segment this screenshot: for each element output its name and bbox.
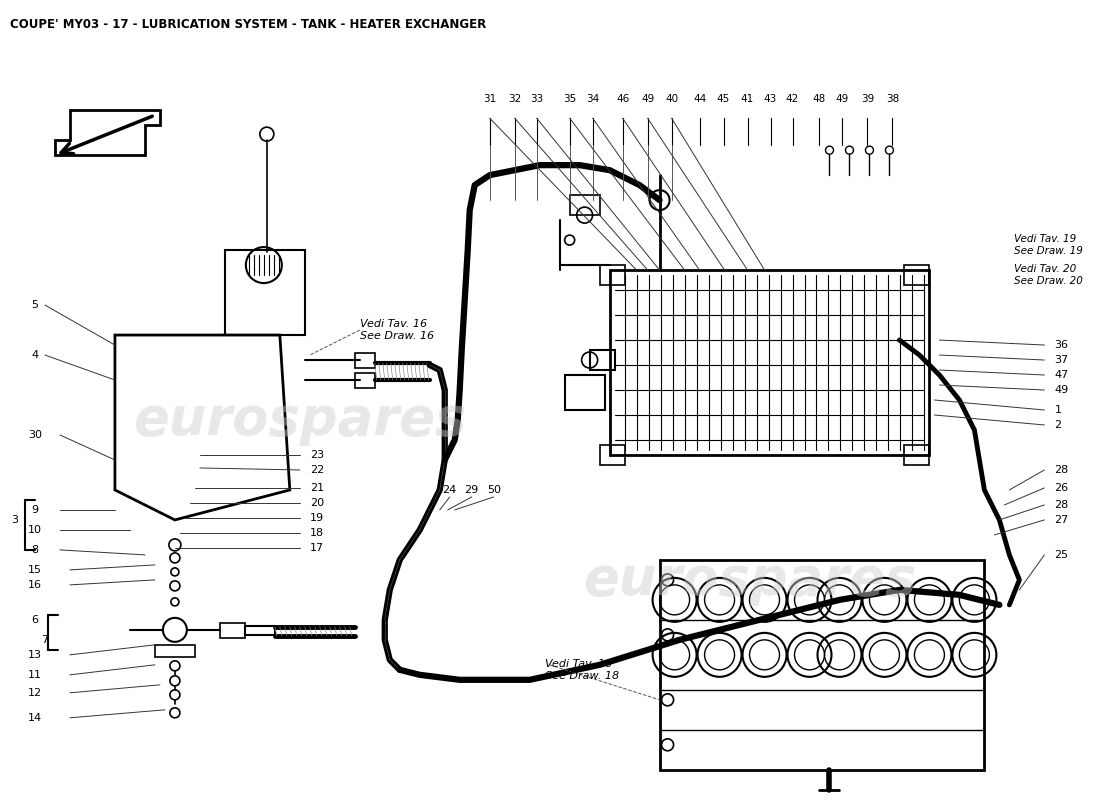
Text: 10: 10 [28, 525, 42, 535]
Bar [224, 250, 305, 335]
Text: 49: 49 [641, 94, 654, 104]
Bar [904, 445, 930, 465]
Text: 7: 7 [42, 635, 48, 645]
Text: 24: 24 [442, 485, 456, 495]
Text: 16: 16 [28, 580, 42, 590]
Text: 45: 45 [717, 94, 730, 104]
Text: eurospares: eurospares [133, 394, 466, 446]
Text: 15: 15 [28, 565, 42, 575]
Text: 34: 34 [586, 94, 600, 104]
Text: 13: 13 [28, 650, 42, 660]
Text: 20: 20 [310, 498, 323, 508]
Text: Vedi Tav. 20
See Draw. 20: Vedi Tav. 20 See Draw. 20 [1014, 264, 1084, 286]
Text: 48: 48 [813, 94, 826, 104]
Bar [155, 645, 195, 657]
Text: 21: 21 [310, 483, 323, 493]
Bar [245, 626, 275, 635]
Polygon shape [55, 110, 160, 155]
Text: 2: 2 [1055, 420, 1061, 430]
Text: 31: 31 [483, 94, 496, 104]
Text: 17: 17 [310, 543, 323, 553]
Text: Vedi Tav. 19
See Draw. 19: Vedi Tav. 19 See Draw. 19 [1014, 234, 1084, 256]
Text: 9: 9 [32, 505, 39, 515]
Bar [609, 270, 930, 455]
Text: 25: 25 [1055, 550, 1068, 560]
Text: 44: 44 [693, 94, 706, 104]
Text: 26: 26 [1055, 483, 1068, 493]
Bar [220, 623, 245, 638]
Bar [600, 265, 625, 285]
Text: 38: 38 [886, 94, 899, 104]
Text: eurospares: eurospares [583, 554, 916, 606]
Bar [570, 195, 600, 215]
Text: Vedi Tav. 16
See Draw. 16: Vedi Tav. 16 See Draw. 16 [360, 319, 433, 341]
Text: 36: 36 [1055, 340, 1068, 350]
Text: 23: 23 [310, 450, 323, 460]
Text: 49: 49 [836, 94, 849, 104]
Text: 19: 19 [310, 513, 323, 523]
Text: 49: 49 [1055, 385, 1068, 395]
Text: COUPE' MY03 - 17 - LUBRICATION SYSTEM - TANK - HEATER EXCHANGER: COUPE' MY03 - 17 - LUBRICATION SYSTEM - … [10, 18, 486, 31]
Text: Vedi Tav. 18
See Draw. 18: Vedi Tav. 18 See Draw. 18 [544, 659, 619, 681]
Text: 28: 28 [1055, 465, 1068, 475]
Text: 14: 14 [28, 713, 42, 723]
Bar [590, 350, 615, 370]
Text: 46: 46 [616, 94, 629, 104]
Text: 43: 43 [763, 94, 778, 104]
Text: 3: 3 [11, 515, 19, 525]
Text: 1: 1 [1055, 405, 1061, 415]
Bar [600, 445, 625, 465]
Text: 5: 5 [32, 300, 39, 310]
Text: 39: 39 [861, 94, 875, 104]
Bar [355, 373, 375, 388]
Bar [564, 375, 605, 410]
Text: 8: 8 [32, 545, 39, 555]
Text: 6: 6 [32, 615, 39, 625]
Text: 30: 30 [28, 430, 42, 440]
Text: 22: 22 [310, 465, 324, 475]
Text: 40: 40 [666, 94, 679, 104]
Text: 47: 47 [1055, 370, 1068, 380]
Text: 37: 37 [1055, 355, 1068, 365]
Text: 33: 33 [530, 94, 543, 104]
Text: 4: 4 [32, 350, 39, 360]
Text: 12: 12 [28, 688, 42, 698]
Text: 18: 18 [310, 528, 323, 538]
Text: 11: 11 [28, 670, 42, 680]
Bar [355, 353, 375, 368]
Text: 50: 50 [486, 485, 500, 495]
Text: 27: 27 [1055, 515, 1068, 525]
Text: 28: 28 [1055, 500, 1068, 510]
Text: 32: 32 [508, 94, 521, 104]
Text: 41: 41 [741, 94, 755, 104]
Text: 29: 29 [464, 485, 478, 495]
Text: 42: 42 [785, 94, 799, 104]
Text: 35: 35 [563, 94, 576, 104]
Bar [904, 265, 930, 285]
